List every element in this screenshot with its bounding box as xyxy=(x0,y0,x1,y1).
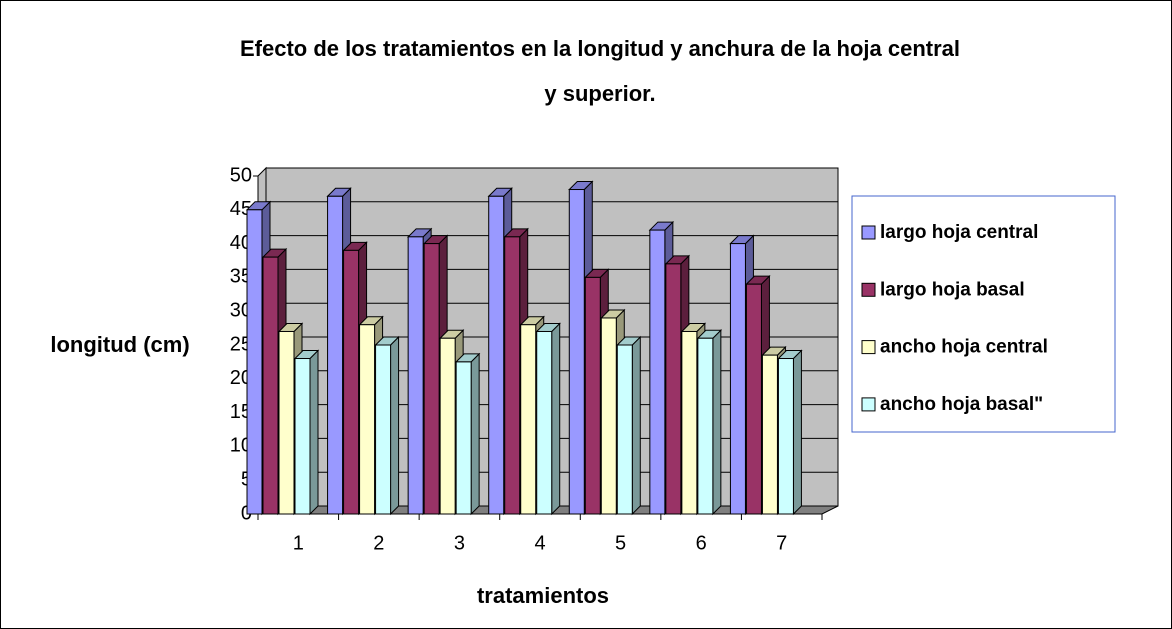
bar xyxy=(729,243,746,515)
bar-side xyxy=(390,335,400,516)
bar-side xyxy=(792,349,802,516)
legend-swatch xyxy=(861,282,876,297)
x-tick-label: 4 xyxy=(534,532,545,554)
legend-label: largo hoja basal xyxy=(880,279,1025,300)
bar xyxy=(761,354,778,515)
bar xyxy=(439,337,456,515)
x-tick-label: 2 xyxy=(373,532,384,554)
y-tick-label: 10 xyxy=(230,435,252,457)
bar xyxy=(665,263,682,515)
bar-side xyxy=(309,349,319,516)
x-tick-label: 3 xyxy=(454,532,465,554)
chart-title: Efecto de los tratamientos en la longitu… xyxy=(240,36,960,61)
bar xyxy=(488,195,505,515)
x-tick-label: 6 xyxy=(696,532,707,554)
x-axis-label: tratamientos xyxy=(477,583,609,608)
legend-swatch xyxy=(861,340,876,355)
bar xyxy=(278,330,295,515)
bar-side xyxy=(470,352,480,516)
bar xyxy=(600,317,617,515)
legend-swatch xyxy=(861,225,876,240)
y-tick-label: 20 xyxy=(230,367,252,389)
bar xyxy=(294,358,311,515)
legend-label: ancho hoja central xyxy=(880,337,1048,358)
bar-side xyxy=(551,322,561,516)
bar xyxy=(745,283,762,515)
bar xyxy=(681,330,698,515)
legend-swatch xyxy=(861,397,876,412)
y-tick-label: 25 xyxy=(230,333,252,355)
bar xyxy=(359,324,376,515)
bar xyxy=(616,344,633,515)
legend xyxy=(851,195,1116,433)
bar xyxy=(777,358,794,515)
x-tick-label: 5 xyxy=(615,532,626,554)
bar xyxy=(568,189,585,515)
x-tick-label: 7 xyxy=(776,532,787,554)
bar xyxy=(407,236,424,515)
y-tick-label: 40 xyxy=(230,232,252,254)
bar-side xyxy=(712,329,722,516)
bar xyxy=(504,236,521,515)
y-tick-label: 45 xyxy=(230,198,252,220)
bar xyxy=(375,344,392,515)
y-tick-label: 30 xyxy=(230,299,252,321)
bar xyxy=(697,337,714,515)
bar xyxy=(455,361,472,515)
bar xyxy=(520,324,537,515)
y-axis-label: longitud (cm) xyxy=(50,332,189,357)
bar xyxy=(246,209,263,515)
x-tick-label: 1 xyxy=(293,532,304,554)
y-tick-label: 50 xyxy=(230,164,252,186)
bar xyxy=(536,330,553,515)
bar xyxy=(343,249,360,515)
bar xyxy=(649,229,666,515)
y-tick-label: 15 xyxy=(230,401,252,423)
legend-label: largo hoja central xyxy=(880,222,1038,243)
y-tick-label: 5 xyxy=(241,468,252,490)
bar xyxy=(327,195,344,515)
chart-title: y superior. xyxy=(544,81,655,106)
bar-side xyxy=(631,335,641,516)
bar xyxy=(584,276,601,515)
y-tick-label: 35 xyxy=(230,266,252,288)
bar xyxy=(423,243,440,515)
bar xyxy=(262,256,279,515)
legend-label: ancho hoja basal" xyxy=(880,394,1043,415)
y-tick-label: 0 xyxy=(241,502,252,524)
